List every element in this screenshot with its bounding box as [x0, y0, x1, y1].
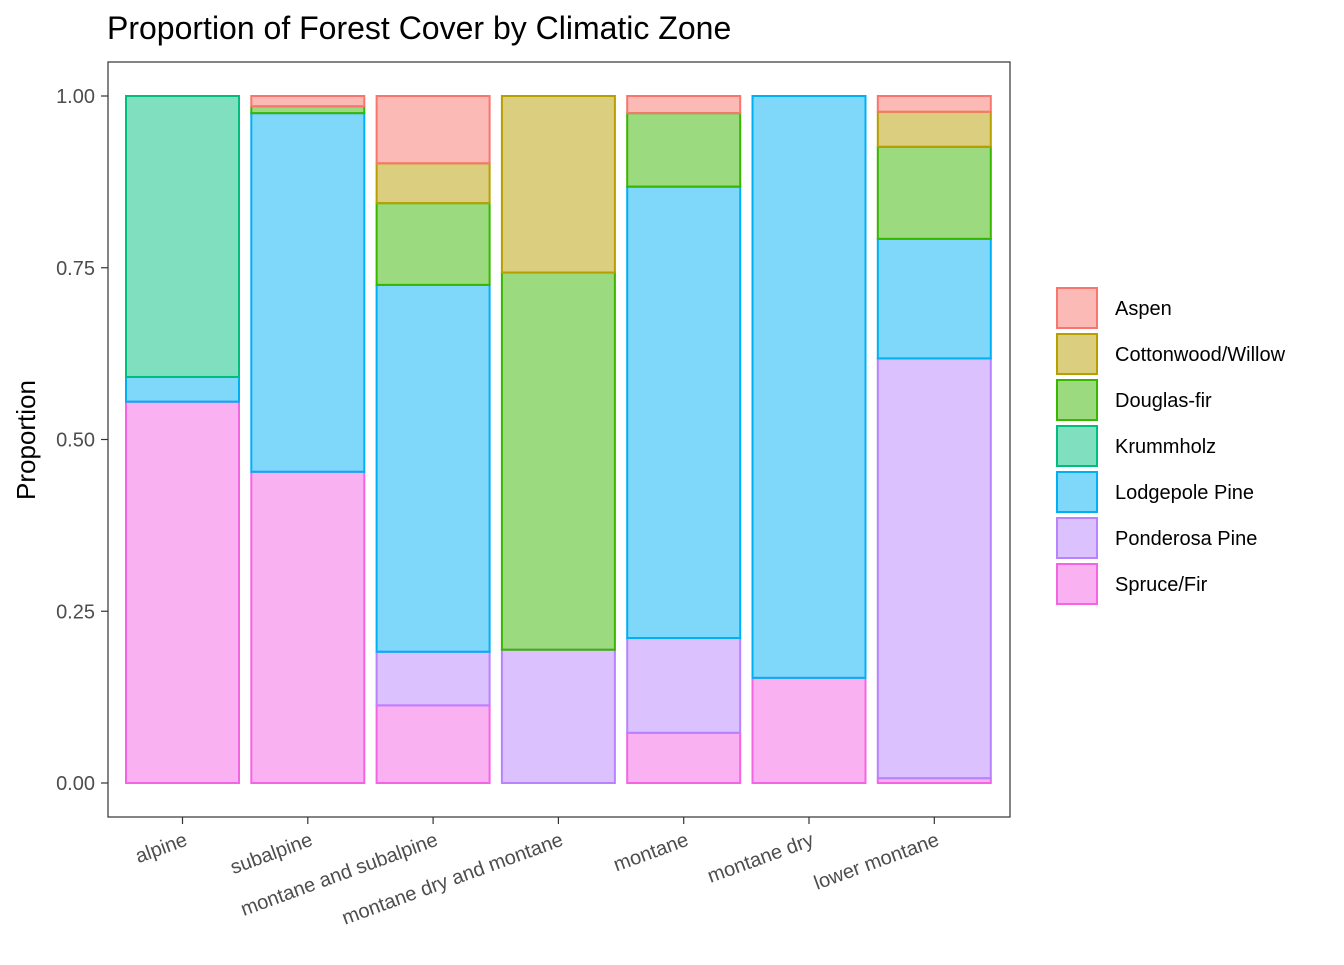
bar-segment-subalpine-aspen: [250, 95, 366, 108]
bar-segment-montane-and-subalpine-ponderosa-pine: [375, 650, 491, 707]
legend-label-douglas-fir: Douglas-fir: [1115, 390, 1212, 412]
y-tick-label: 0.25: [56, 601, 95, 623]
bar-segment-alpine-spruce-fir: [125, 400, 240, 784]
bar-segment-montane-dry-and-montane-douglas-fir: [500, 271, 616, 651]
bar-segment-lower-montane-douglas-fir: [876, 145, 992, 240]
bar-segment-subalpine-spruce-fir: [250, 470, 366, 784]
legend-key-aspen: [1056, 287, 1098, 329]
bar-segment-alpine-krummholz: [125, 95, 240, 378]
bar-segment-lower-montane-ponderosa-pine: [876, 357, 992, 780]
legend-key-douglas-fir: [1056, 379, 1098, 421]
x-tick-label-montane-dry: montane dry: [705, 829, 817, 888]
y-axis-label: Proportion: [11, 380, 41, 500]
bars-layer: [125, 95, 992, 785]
bar-segment-montane-and-subalpine-cottonwood-willow: [375, 162, 491, 205]
bar-segment-montane-spruce-fir: [626, 731, 742, 784]
x-tick-label-montane: montane: [611, 829, 692, 876]
legend-key-krummholz: [1056, 425, 1098, 467]
legend: Aspen Cottonwood/Willow Douglas-fir Krummho…: [1056, 287, 1286, 605]
bar-segment-montane-ponderosa-pine: [626, 637, 742, 734]
bar-segment-subalpine-douglas-fir: [250, 105, 366, 115]
bar-segment-lower-montane-aspen: [876, 95, 992, 113]
legend-label-cottonwood-willow: Cottonwood/Willow: [1115, 344, 1286, 366]
bar-segment-montane-and-subalpine-lodgepole-pine: [375, 283, 491, 653]
y-tick-label: 1.00: [56, 86, 95, 108]
y-tick-label: 0.50: [56, 430, 95, 452]
chart-title: Proportion of Forest Cover by Climatic Z…: [107, 10, 731, 46]
bar-segment-subalpine-lodgepole-pine: [250, 112, 366, 473]
bar-segment-montane-lodgepole-pine: [626, 185, 742, 640]
bar-segment-montane-dry-and-montane-cottonwood-willow: [500, 95, 616, 274]
bar-segment-lower-montane-lodgepole-pine: [876, 237, 992, 360]
x-tick-label-montane-dry-and-montane: montane dry and montane: [339, 829, 566, 930]
legend-label-aspen: Aspen: [1115, 298, 1172, 320]
bar-segment-alpine-lodgepole-pine: [125, 375, 240, 403]
bar-segment-montane-dry-spruce-fir: [751, 676, 867, 784]
x-tick-label-subalpine: subalpine: [228, 829, 316, 879]
bar-segment-montane-and-subalpine-spruce-fir: [375, 704, 491, 785]
legend-key-lodgepole-pine: [1056, 471, 1098, 513]
bar-segment-montane-douglas-fir: [626, 112, 742, 188]
bar-segment-lower-montane-cottonwood-willow: [876, 110, 992, 148]
bar-segment-montane-and-subalpine-douglas-fir: [375, 202, 491, 286]
legend-key-cottonwood-willow: [1056, 333, 1098, 375]
legend-label-spruce-fir: Spruce/Fir: [1115, 574, 1208, 596]
bar-segment-montane-aspen: [626, 95, 742, 115]
x-tick-label-alpine: alpine: [133, 829, 191, 868]
legend-key-ponderosa-pine: [1056, 517, 1098, 559]
x-tick-label-lower-montane: lower montane: [811, 829, 942, 895]
bar-segment-montane-dry-lodgepole-pine: [751, 95, 867, 679]
y-tick-label: 0.00: [56, 773, 95, 795]
y-axis: 0.00 0.25 0.50 0.75 1.00: [56, 86, 108, 795]
legend-key-spruce-fir: [1056, 563, 1098, 605]
legend-label-ponderosa-pine: Ponderosa Pine: [1115, 528, 1257, 550]
y-tick-label: 0.75: [56, 258, 95, 280]
bar-segment-montane-dry-and-montane-ponderosa-pine: [500, 648, 616, 784]
bar-segment-montane-and-subalpine-aspen: [375, 95, 491, 165]
legend-label-lodgepole-pine: Lodgepole Pine: [1115, 482, 1254, 504]
legend-label-krummholz: Krummholz: [1115, 436, 1216, 458]
